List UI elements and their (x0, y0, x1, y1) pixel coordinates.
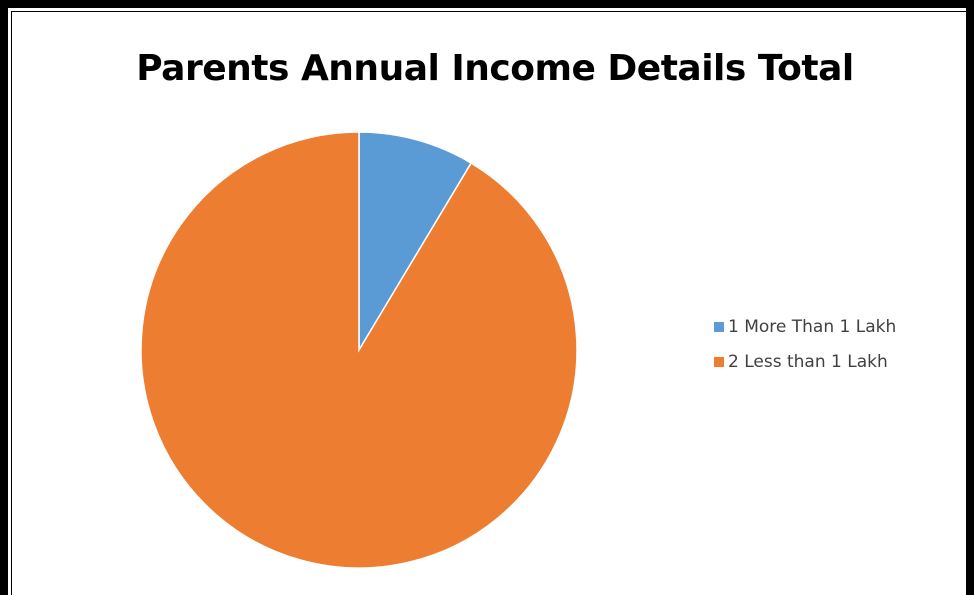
legend-label: 1 More Than 1 Lakh (728, 317, 897, 337)
legend-label: 2 Less than 1 Lakh (728, 352, 888, 372)
pie-slice (358, 131, 473, 353)
legend-item: 2 Less than 1 Lakh (714, 350, 896, 374)
chart-title: Parents Annual Income Details Total (136, 48, 854, 89)
pie-slice (140, 131, 578, 569)
legend-swatch (714, 357, 724, 367)
legend-item: 1 More Than 1 Lakh (714, 315, 896, 339)
chart-legend: 1 More Than 1 Lakh 2 Less than 1 Lakh (714, 315, 896, 385)
legend-swatch (714, 322, 724, 332)
